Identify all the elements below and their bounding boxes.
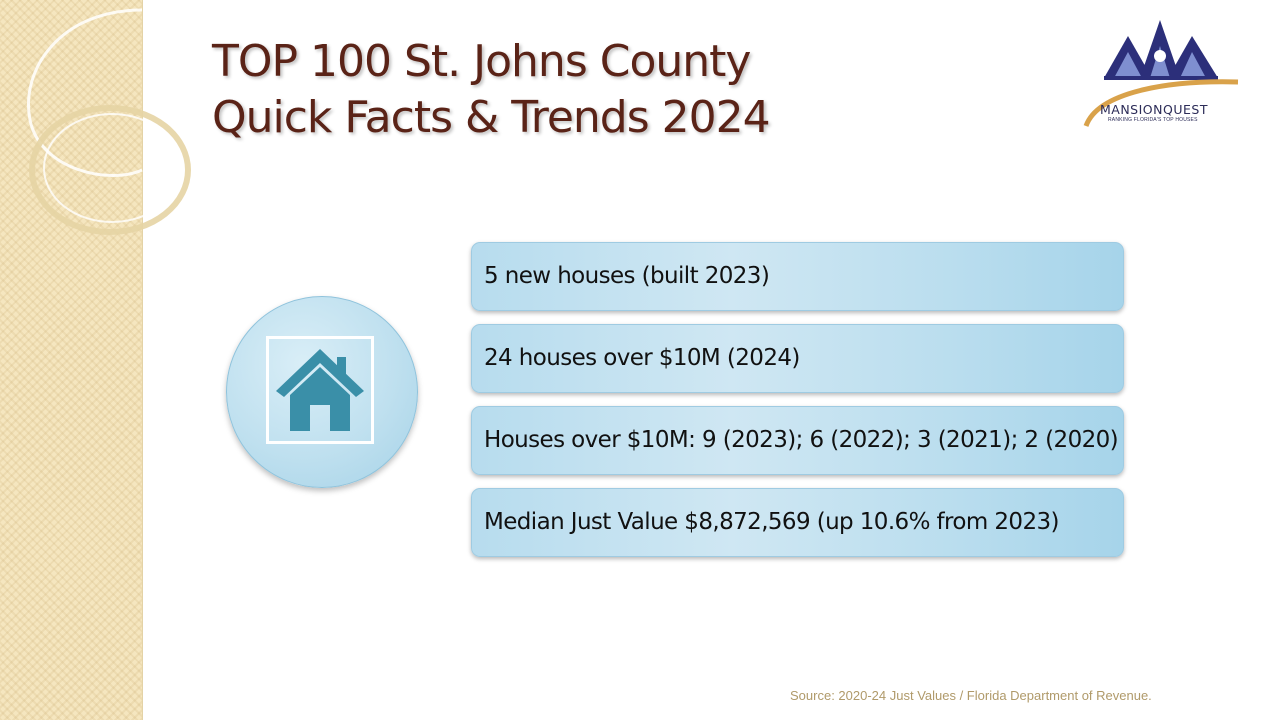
slide-title: TOP 100 St. Johns County Quick Facts & T… <box>212 34 1012 146</box>
mansion-logo-icon <box>1083 20 1239 128</box>
logo-name: MANSIONQUEST <box>1100 102 1208 117</box>
fact-text: Median Just Value $8,872,569 (up 10.6% f… <box>484 509 1059 535</box>
mansionquest-logo: MANSIONQUEST RANKING FLORIDA'S TOP HOUSE… <box>1078 14 1248 136</box>
decorative-side-band <box>0 0 143 720</box>
title-line-2: Quick Facts & Trends 2024 <box>212 92 771 143</box>
fact-text: 5 new houses (built 2023) <box>484 263 770 289</box>
house-icon-frame <box>266 336 374 444</box>
decorative-swirl <box>27 8 191 235</box>
fact-new-houses: 5 new houses (built 2023) <box>471 242 1124 311</box>
fact-median-just-value: Median Just Value $8,872,569 (up 10.6% f… <box>471 488 1124 557</box>
fact-text: 24 houses over $10M (2024) <box>484 345 800 371</box>
house-icon <box>276 349 364 431</box>
logo-tagline: RANKING FLORIDA'S TOP HOUSES <box>1108 117 1198 123</box>
fact-text: Houses over $10M: 9 (2023); 6 (2022); 3 … <box>484 427 1119 453</box>
fact-houses-over-10m: 24 houses over $10M (2024) <box>471 324 1124 393</box>
title-line-1: TOP 100 St. Johns County <box>212 36 751 87</box>
fact-trend-by-year: Houses over $10M: 9 (2023); 6 (2022); 3 … <box>471 406 1124 475</box>
source-note: Source: 2020-24 Just Values / Florida De… <box>790 688 1152 703</box>
